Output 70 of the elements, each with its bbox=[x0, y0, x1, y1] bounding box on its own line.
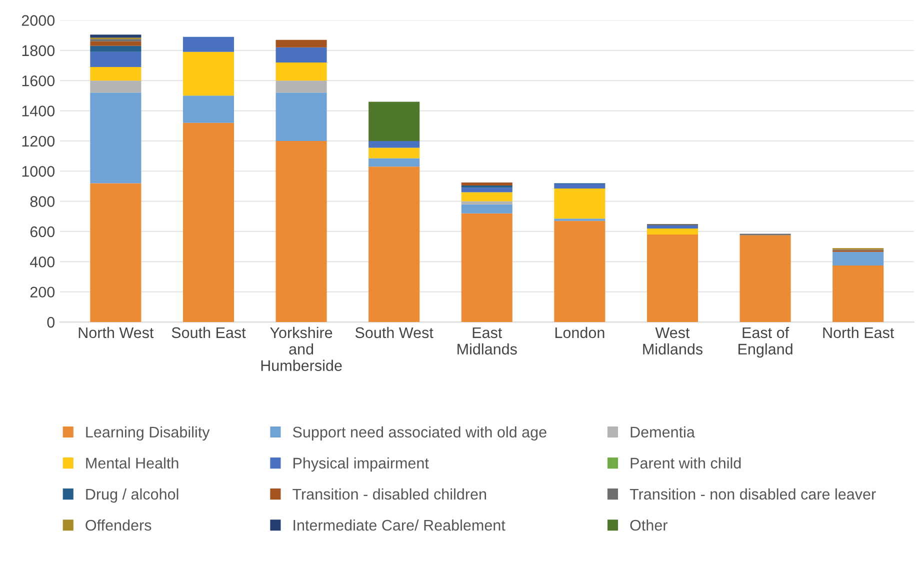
bar bbox=[461, 188, 512, 192]
bar bbox=[368, 102, 420, 141]
bar bbox=[832, 252, 884, 266]
bar bbox=[461, 201, 512, 204]
legend-label: Other bbox=[630, 519, 668, 531]
x-tick-label: North West bbox=[78, 326, 154, 338]
bar bbox=[182, 36, 234, 52]
x-tick-label: Yorkshire and Humberside bbox=[261, 326, 342, 372]
legend-label: Transition - non disabled care leaver bbox=[630, 488, 876, 500]
bar bbox=[90, 34, 142, 38]
legend-label: Drug / alcohol bbox=[86, 488, 178, 503]
x-tick-label: East of England bbox=[738, 326, 792, 358]
y-tick-label: 1200 bbox=[22, 136, 55, 147]
legend-label: Physical impairment bbox=[294, 457, 429, 472]
bar bbox=[90, 67, 142, 81]
x-tick-label: North East bbox=[823, 326, 894, 338]
bar bbox=[368, 148, 420, 158]
legend-label: Learning Disability bbox=[86, 426, 210, 441]
y-tick-label: 1400 bbox=[22, 106, 55, 116]
bar bbox=[182, 96, 234, 123]
legend-label: Transition - disabled children bbox=[292, 488, 486, 500]
y-tick-label: 1800 bbox=[22, 45, 55, 56]
x-tick-label: East Midlands bbox=[458, 327, 517, 355]
bar bbox=[554, 184, 606, 188]
y-tick-label: 800 bbox=[30, 196, 55, 207]
bar bbox=[276, 140, 327, 322]
x-tick-label: South West bbox=[355, 326, 434, 338]
bar bbox=[276, 62, 327, 81]
bar bbox=[461, 204, 512, 214]
x-tick-label: London bbox=[555, 326, 604, 338]
bar bbox=[90, 80, 142, 93]
bar bbox=[646, 228, 698, 235]
y-tick-label: 400 bbox=[30, 256, 55, 268]
bar bbox=[90, 92, 142, 184]
legend-label: Dementia bbox=[630, 426, 695, 438]
bar bbox=[554, 220, 606, 322]
bar bbox=[90, 46, 142, 52]
bar bbox=[276, 40, 327, 48]
bar bbox=[90, 183, 142, 322]
y-tick-label: 600 bbox=[30, 226, 55, 238]
bar bbox=[368, 140, 420, 148]
legend-label: Support need associated with old age bbox=[292, 426, 546, 441]
bar bbox=[832, 265, 884, 322]
bar bbox=[182, 122, 234, 322]
bar bbox=[646, 225, 698, 228]
bar bbox=[368, 158, 420, 167]
y-tick-label: 200 bbox=[30, 286, 55, 298]
bar bbox=[646, 234, 698, 322]
bar bbox=[90, 41, 142, 46]
legend-label: Offenders bbox=[86, 519, 152, 531]
y-tick-label: 0 bbox=[47, 316, 55, 328]
bar bbox=[182, 52, 234, 96]
bar bbox=[461, 192, 512, 202]
bar bbox=[276, 47, 327, 62]
x-tick-label: South East bbox=[172, 326, 246, 338]
x-tick-label: West Midlands bbox=[643, 327, 703, 355]
y-tick-label: 2000 bbox=[22, 15, 55, 26]
y-tick-label: 1600 bbox=[22, 75, 55, 86]
bar bbox=[461, 182, 512, 186]
legend-label: Mental Health bbox=[86, 457, 178, 469]
legend-label: Intermediate Care/ Reablement bbox=[294, 519, 506, 531]
legend-label: Parent with child bbox=[630, 457, 741, 469]
bar bbox=[276, 80, 327, 93]
bar bbox=[276, 92, 327, 141]
bar bbox=[90, 52, 142, 68]
bar bbox=[740, 235, 791, 322]
y-tick-label: 1000 bbox=[22, 166, 55, 177]
bar bbox=[554, 188, 606, 219]
bar bbox=[461, 213, 512, 322]
bar bbox=[368, 166, 420, 322]
